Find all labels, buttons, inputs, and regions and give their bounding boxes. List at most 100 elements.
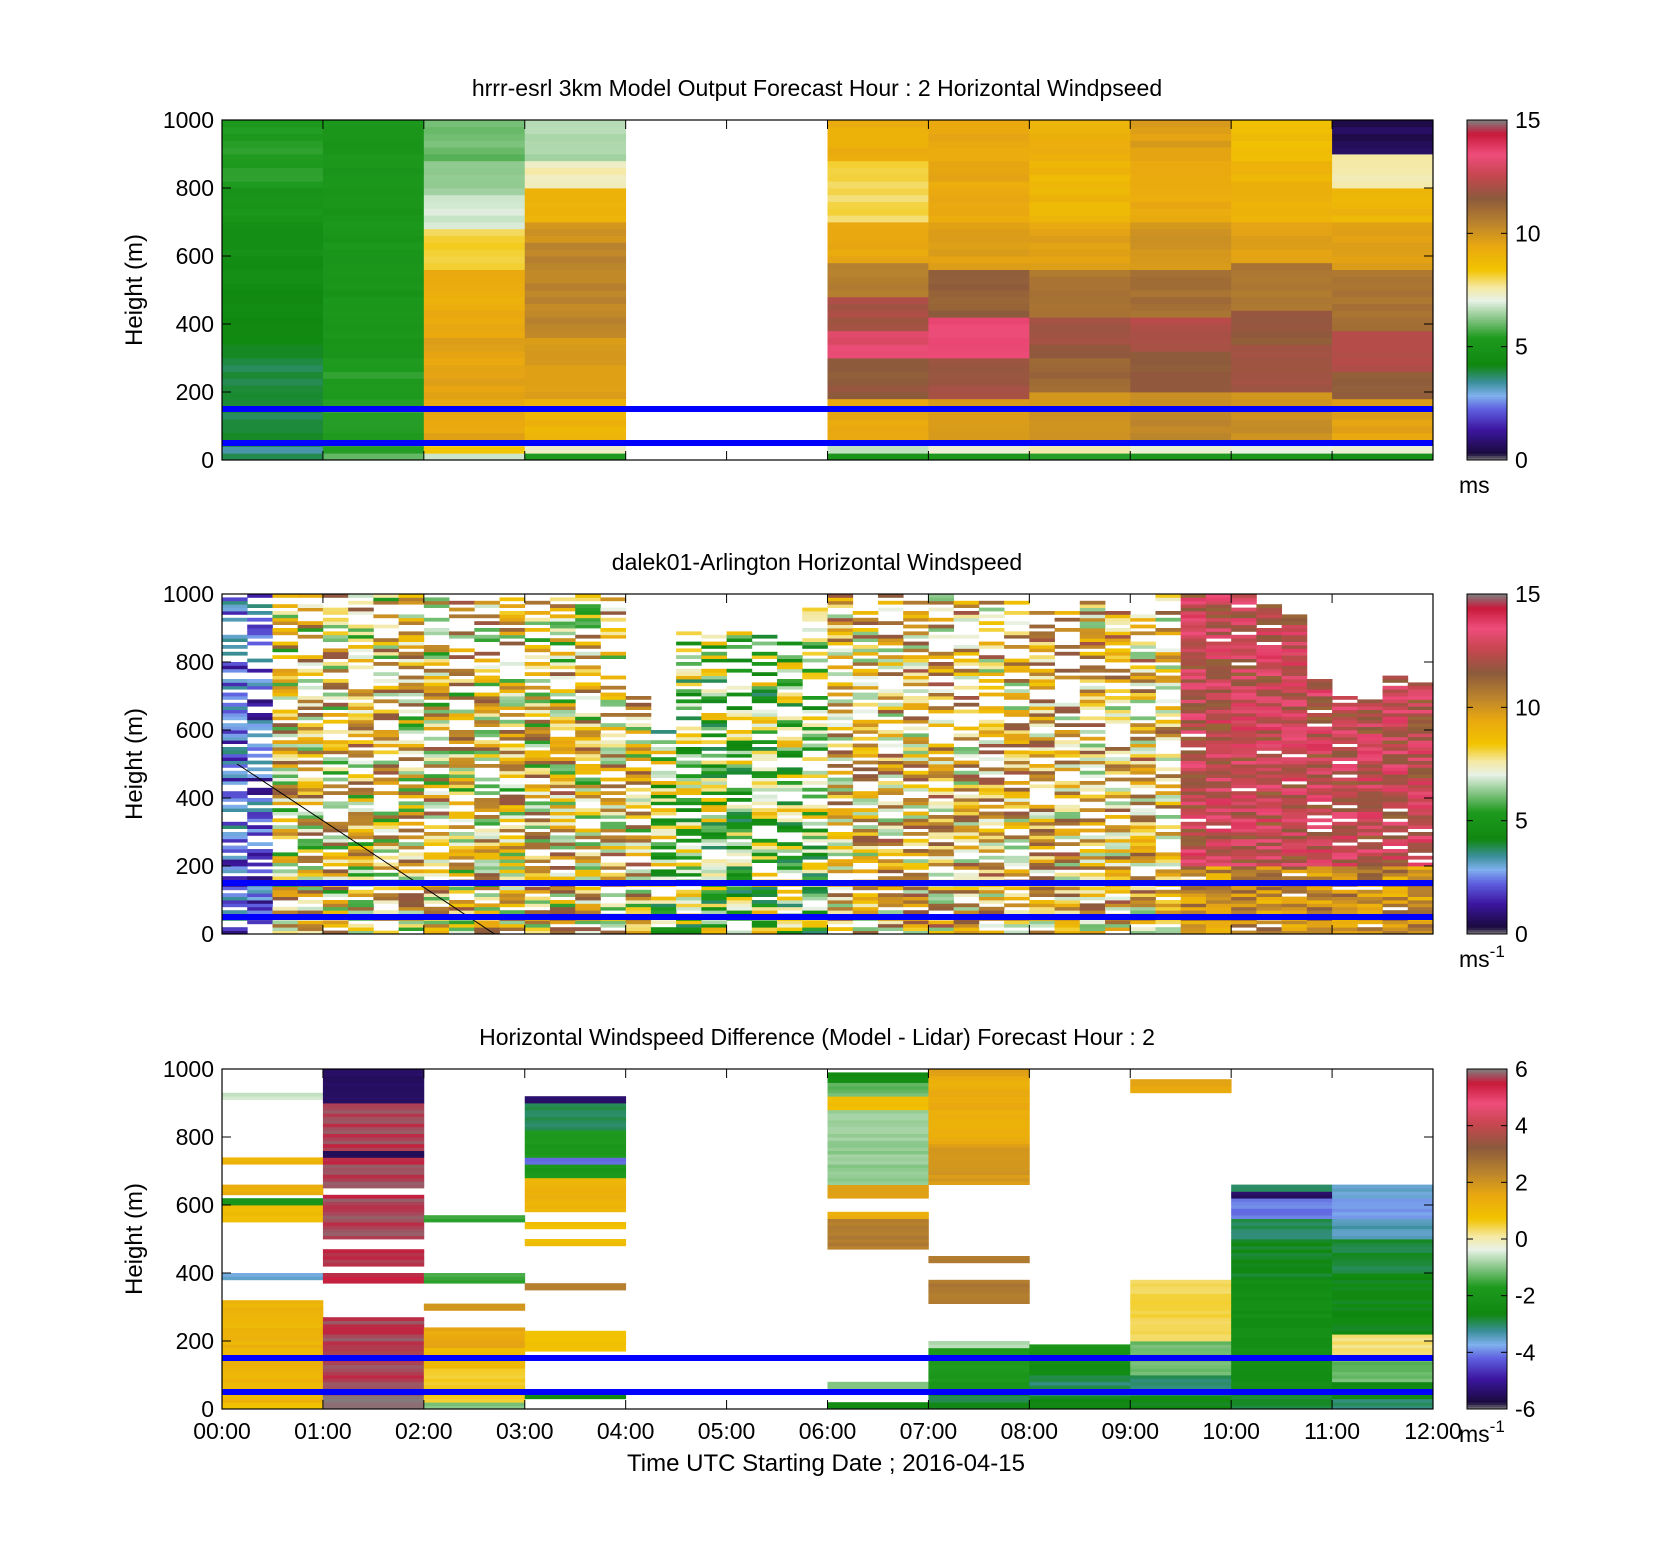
heatmap-cell <box>323 1195 424 1199</box>
heatmap-cell <box>928 791 954 795</box>
heatmap-cell <box>525 876 551 880</box>
heatmap-cell <box>878 621 904 625</box>
heatmap-cell <box>903 689 929 693</box>
heatmap-cell <box>323 229 424 236</box>
heatmap-cell <box>1029 706 1055 710</box>
heatmap-cell <box>1130 744 1156 748</box>
heatmap-cell <box>1282 842 1308 846</box>
heatmap-cell <box>979 873 1005 877</box>
heatmap-cell <box>1029 351 1130 358</box>
heatmap-cell <box>828 927 854 931</box>
heatmap-cell <box>1181 652 1207 656</box>
heatmap-cell <box>1055 886 1081 890</box>
heatmap-cell <box>550 652 576 656</box>
heatmap-cell <box>928 453 1029 460</box>
heatmap-cell <box>525 1174 626 1178</box>
heatmap-cell <box>550 801 576 805</box>
heatmap-cell <box>222 869 248 873</box>
heatmap-cell <box>1307 788 1333 792</box>
heatmap-cell <box>298 927 324 931</box>
heatmap-cell <box>500 829 526 833</box>
heatmap-cell <box>1231 740 1257 744</box>
heatmap-cell <box>1105 747 1131 751</box>
heatmap-cell <box>853 842 879 846</box>
heatmap-cell <box>802 852 828 856</box>
heatmap-cell <box>878 696 904 700</box>
heatmap-cell <box>323 761 349 765</box>
heatmap-cell <box>1383 812 1409 816</box>
heatmap-cell <box>575 900 601 904</box>
heatmap-cell <box>1408 706 1434 710</box>
heatmap-cell <box>752 784 778 788</box>
heatmap-cell <box>247 903 273 907</box>
heatmap-cell <box>928 270 1029 277</box>
heatmap-cell <box>802 733 828 737</box>
heatmap-cell <box>853 900 879 904</box>
heatmap-cell <box>1332 706 1358 710</box>
heatmap-cell <box>500 849 526 853</box>
heatmap-cell <box>424 1215 525 1219</box>
heatmap-cell <box>500 863 526 867</box>
heatmap-cell <box>348 788 374 792</box>
heatmap-cell <box>373 849 399 853</box>
heatmap-cell <box>1181 618 1207 622</box>
heatmap-cell <box>626 754 652 758</box>
heatmap-cell <box>1256 618 1282 622</box>
heatmap-cell <box>1383 730 1409 734</box>
heatmap-cell <box>247 829 273 833</box>
heatmap-cell <box>1357 795 1383 799</box>
heatmap-cell <box>979 890 1005 894</box>
heatmap-cell <box>1282 767 1308 771</box>
heatmap-cell <box>979 798 1005 802</box>
heatmap-cell <box>1155 686 1181 690</box>
heatmap-cell <box>1307 733 1333 737</box>
heatmap-cell <box>1231 1351 1332 1355</box>
heatmap-cell <box>222 747 248 751</box>
heatmap-cell <box>323 1144 424 1148</box>
heatmap-cell <box>752 723 778 727</box>
heatmap-cell <box>323 693 349 697</box>
heatmap-cell <box>550 750 576 754</box>
heatmap-cell <box>802 805 828 809</box>
heatmap-cell <box>474 682 500 686</box>
heatmap-cell <box>701 927 727 931</box>
heatmap-cell <box>1029 778 1055 782</box>
heatmap-cell <box>1256 754 1282 758</box>
heatmap-cell <box>525 699 551 703</box>
heatmap-cell <box>1181 597 1207 601</box>
heatmap-cell <box>1282 927 1308 931</box>
heatmap-cell <box>272 869 298 873</box>
heatmap-cell <box>575 767 601 771</box>
heatmap-cell <box>1231 611 1257 615</box>
heatmap-cell <box>1332 140 1433 147</box>
heatmap-cell <box>1307 737 1333 741</box>
heatmap-cell <box>399 859 425 863</box>
heatmap-cell <box>550 903 576 907</box>
heatmap-cell <box>323 263 424 270</box>
heatmap-cell <box>500 927 526 931</box>
heatmap-cell <box>525 1161 626 1165</box>
heatmap-cell <box>449 788 475 792</box>
heatmap-cell <box>247 625 273 629</box>
heatmap-cell <box>928 1351 1029 1355</box>
heatmap-cell <box>1231 215 1332 222</box>
heatmap-cell <box>500 767 526 771</box>
heatmap-cell <box>600 852 626 856</box>
heatmap-cell <box>600 808 626 812</box>
heatmap-cell <box>575 730 601 734</box>
heatmap-cell <box>323 757 349 761</box>
heatmap-cell <box>1332 927 1358 931</box>
heatmap-cell <box>1105 767 1131 771</box>
heatmap-cell <box>272 818 298 822</box>
heatmap-cell <box>323 801 349 805</box>
heatmap-cell <box>828 1103 929 1107</box>
heatmap-cell <box>1080 890 1106 894</box>
heatmap-cell <box>373 679 399 683</box>
heatmap-cell <box>1130 903 1156 907</box>
heatmap-cell <box>979 815 1005 819</box>
heatmap-cell <box>828 304 929 311</box>
heatmap-cell <box>525 1130 626 1134</box>
heatmap-cell <box>1357 849 1383 853</box>
heatmap-cell <box>1231 1185 1332 1189</box>
heatmap-cell <box>222 134 323 141</box>
